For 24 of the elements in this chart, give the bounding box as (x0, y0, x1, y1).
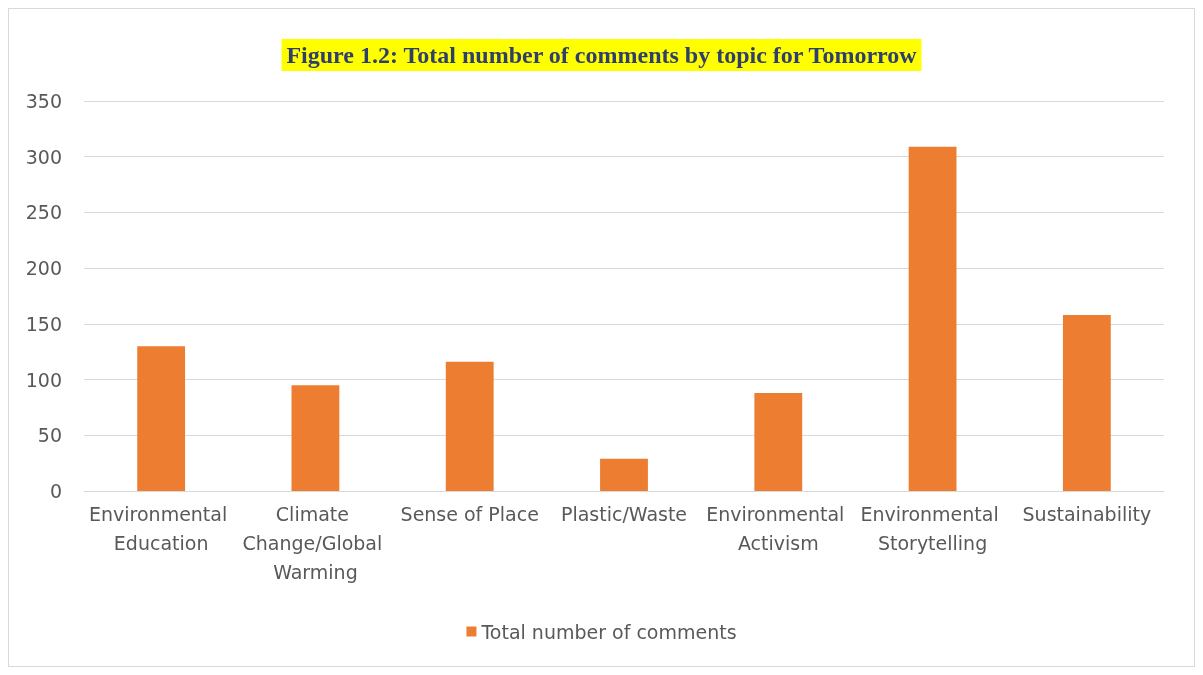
x-tick-label: Climate Change/Global Warming (242, 502, 389, 583)
x-tick-label: Environmental Education (89, 502, 234, 554)
x-tick-label: Sense of Place (400, 502, 539, 525)
bar (908, 146, 957, 491)
y-tick-label: 350 (25, 90, 62, 112)
x-tick-label: Sustainability (1022, 502, 1152, 525)
legend-label: Total number of comments (480, 620, 737, 643)
y-tick-label: 200 (25, 257, 62, 280)
y-tick-label: 50 (37, 424, 62, 447)
x-tick-label: Plastic/Waste (560, 502, 688, 525)
y-tick-label: 100 (25, 368, 62, 391)
x-tick-label: Environmental Storytelling (860, 502, 1005, 554)
y-tick-label: 300 (25, 145, 62, 168)
chart-title: Figure 1.2: Total number of comments by topic for Tomorrow (286, 42, 918, 68)
y-tick-label: 250 (25, 201, 62, 224)
y-tick-label: 150 (25, 312, 62, 335)
bar (1062, 314, 1111, 491)
y-tick-label: 0 (49, 480, 62, 502)
bar (445, 361, 494, 491)
bar (754, 392, 803, 491)
x-tick-label: Environmental Activism (706, 502, 851, 554)
bar (291, 385, 340, 491)
bar (137, 346, 186, 491)
bar (600, 458, 648, 491)
